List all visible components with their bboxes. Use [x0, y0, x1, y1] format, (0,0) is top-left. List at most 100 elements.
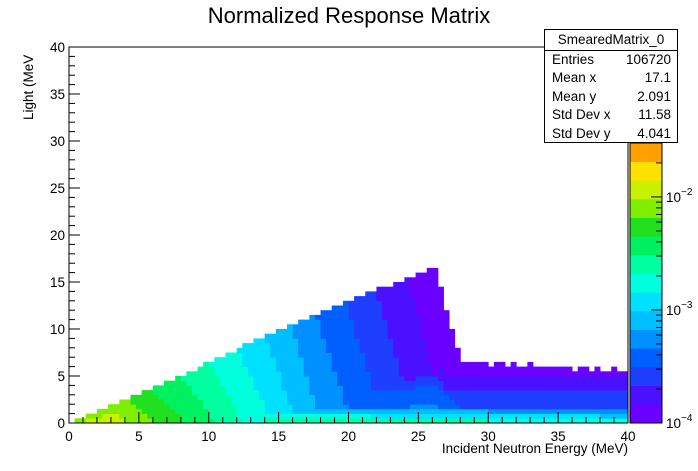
heatmap-cell [180, 394, 187, 400]
heatmap-cell [527, 399, 534, 405]
heatmap-cell [314, 357, 321, 363]
heatmap-cell [314, 366, 321, 372]
heatmap-cell [443, 310, 450, 316]
heatmap-cell [370, 291, 377, 297]
heatmap-cell [622, 418, 629, 424]
heatmap-cell [326, 390, 333, 396]
heatmap-cell [588, 408, 595, 414]
heatmap-cell [443, 333, 450, 339]
heatmap-cell [298, 347, 305, 353]
heatmap-cell [404, 413, 411, 419]
heatmap-cell [437, 357, 444, 363]
heatmap-cell [426, 310, 433, 316]
heatmap-cell [231, 366, 238, 372]
heatmap-cell [253, 343, 260, 349]
heatmap-cell [158, 390, 165, 396]
heatmap-cell [527, 404, 534, 410]
heatmap-cell [292, 418, 299, 424]
heatmap-cell [505, 418, 512, 424]
heatmap-cell [320, 399, 327, 405]
heatmap-cell [259, 352, 266, 358]
heatmap-cell [208, 394, 215, 400]
heatmap-cell [398, 380, 405, 386]
heatmap-cell [387, 296, 394, 302]
heatmap-cell [432, 282, 439, 288]
heatmap-cell [303, 319, 310, 325]
heatmap-cell [365, 408, 372, 414]
heatmap-cell [270, 338, 277, 344]
z-tick-label: 10−2 [666, 187, 693, 205]
heatmap-cell [583, 376, 590, 382]
heatmap-cell [342, 413, 349, 419]
heatmap-cell [354, 418, 361, 424]
heatmap-cell [326, 338, 333, 344]
heatmap-cell [409, 413, 416, 419]
heatmap-cell [566, 399, 573, 405]
heatmap-cell [320, 333, 327, 339]
heatmap-cell [287, 352, 293, 358]
heatmap-cell [566, 394, 573, 400]
heatmap-cell [208, 385, 215, 391]
heatmap-cell [365, 329, 372, 335]
heatmap-cell [320, 408, 327, 414]
heatmap-cell [203, 404, 210, 410]
heatmap-cell [437, 329, 444, 335]
heatmap-cell [130, 418, 137, 424]
heatmap-cell [421, 380, 428, 386]
heatmap-cell [281, 366, 288, 372]
heatmap-cell [432, 329, 439, 335]
heatmap-cell [314, 404, 321, 410]
heatmap-cell [264, 380, 271, 386]
heatmap-cell [432, 390, 439, 396]
heatmap-cell [432, 376, 439, 382]
heatmap-cell [314, 343, 321, 349]
heatmap-cell [370, 296, 377, 302]
heatmap-cell [409, 404, 416, 410]
heatmap-cell [236, 347, 243, 353]
heatmap-cell [292, 380, 299, 386]
heatmap-cell [370, 366, 377, 372]
heatmap-cell [219, 366, 226, 372]
heatmap-cell [505, 408, 512, 414]
heatmap-cell [208, 404, 215, 410]
heatmap-cell [560, 385, 567, 391]
heatmap-cell [432, 352, 439, 358]
heatmap-cell [292, 390, 299, 396]
heatmap-cell [398, 319, 405, 325]
heatmap-cell [465, 385, 472, 391]
heatmap-cell [499, 371, 506, 377]
heatmap-cell [169, 418, 176, 424]
heatmap-cell [449, 404, 456, 410]
heatmap-cell [376, 310, 383, 316]
heatmap-cell [482, 390, 489, 396]
heatmap-cell [348, 329, 355, 335]
heatmap-cell [287, 418, 293, 424]
heatmap-cell [488, 376, 495, 382]
heatmap-cell [421, 324, 428, 330]
heatmap-cell [521, 376, 528, 382]
heatmap-cell [409, 376, 416, 382]
heatmap-cell [348, 338, 355, 344]
heatmap-cell [231, 352, 238, 358]
heatmap-cell [219, 357, 226, 363]
heatmap-cell [415, 310, 422, 316]
heatmap-cell [572, 408, 579, 414]
heatmap-cell [354, 376, 361, 382]
heatmap-cell [253, 366, 260, 372]
heatmap-cell [538, 376, 545, 382]
heatmap-cell [292, 343, 299, 349]
heatmap-cell [426, 286, 433, 292]
heatmap-cell [247, 408, 254, 414]
heatmap-cell [208, 390, 215, 396]
heatmap-cell [532, 413, 539, 419]
heatmap-cell [348, 305, 355, 311]
heatmap-cell [454, 376, 461, 382]
heatmap-cell [555, 399, 562, 405]
heatmap-cell [359, 300, 366, 306]
heatmap-cell [398, 399, 405, 405]
heatmap-cell [124, 408, 131, 414]
heatmap-cell [337, 413, 344, 419]
heatmap-cell [259, 371, 266, 377]
heatmap-cell [577, 394, 584, 400]
heatmap-cell [370, 352, 377, 358]
